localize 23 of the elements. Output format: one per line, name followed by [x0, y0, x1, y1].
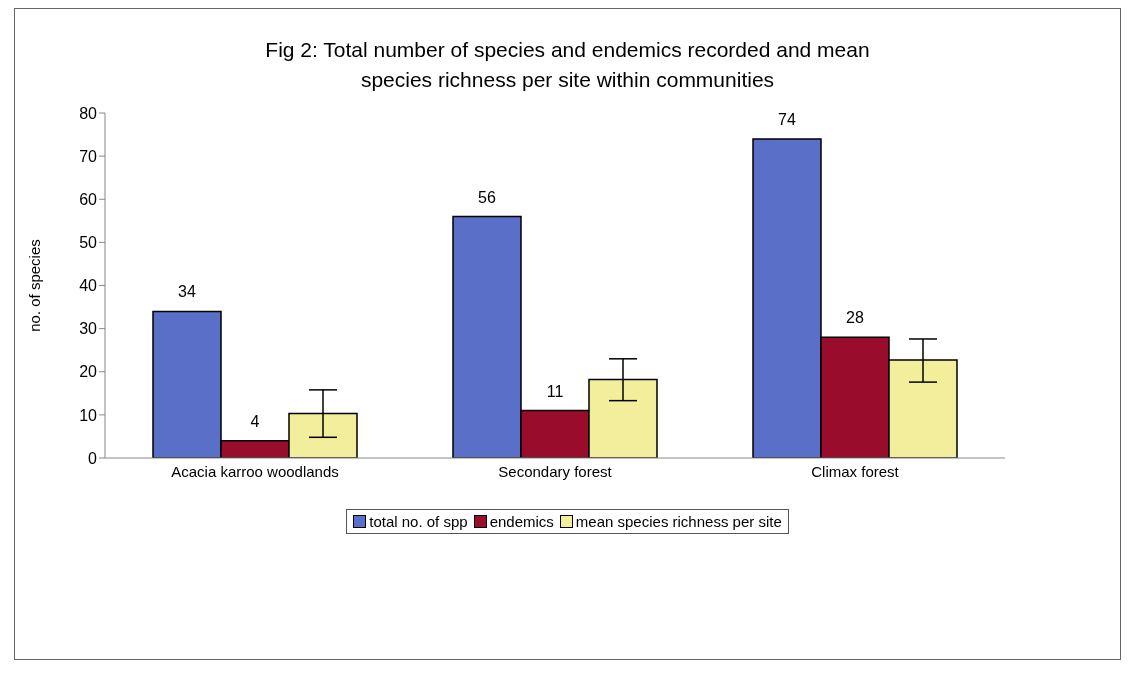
y-tick-label: 0 — [88, 449, 98, 467]
y-tick-label: 70 — [79, 147, 98, 165]
y-tick-label: 10 — [79, 406, 98, 424]
y-axis-title: no. of species — [26, 239, 44, 332]
x-tick-label: Secondary forest — [498, 462, 613, 480]
y-tick-label: 50 — [79, 234, 98, 252]
data-label: 4 — [250, 412, 260, 430]
y-tick-label: 60 — [79, 190, 98, 208]
legend-label: mean species richness per site — [574, 513, 782, 530]
data-label: 56 — [478, 188, 496, 206]
data-label: 11 — [546, 382, 564, 400]
x-tick-label: Climax forest — [811, 462, 900, 480]
data-label: 74 — [778, 110, 796, 128]
y-tick-label: 80 — [79, 104, 98, 122]
chart-title: Fig 2: Total number of species and endemics recorded and mean species richness per site within communities — [264, 37, 871, 93]
data-label: 28 — [846, 309, 864, 327]
y-tick-label: 40 — [79, 277, 98, 295]
data-label: 34 — [178, 283, 196, 301]
x-tick-label: Acacia karroo woodlands — [171, 462, 339, 480]
legend-label: total no. of spp — [368, 513, 468, 530]
y-tick-label: 20 — [79, 363, 98, 381]
y-tick-label: 30 — [79, 320, 98, 338]
legend-label: endemics — [488, 513, 554, 530]
